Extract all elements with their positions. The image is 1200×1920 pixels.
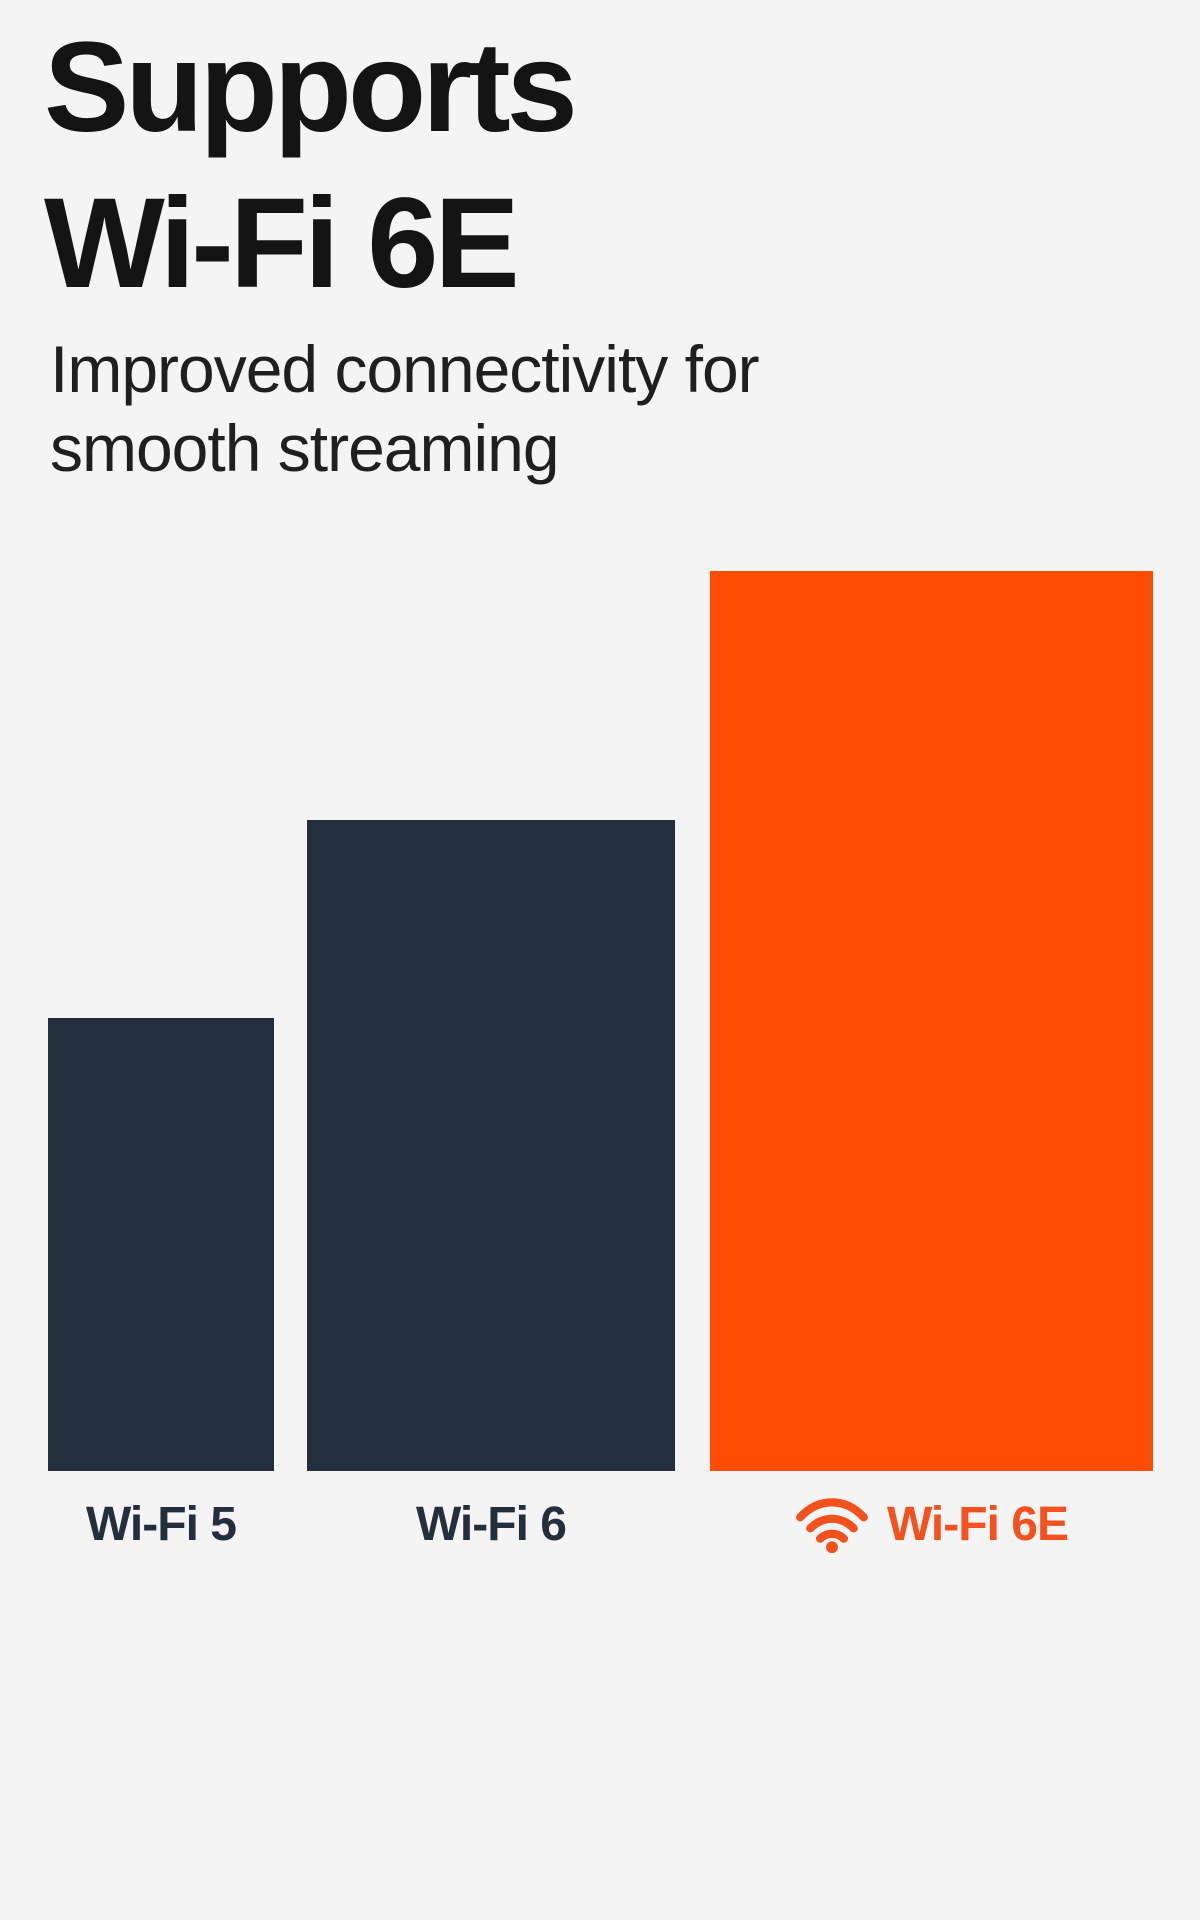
bar-label-wifi-6e: Wi-Fi 6E — [710, 1492, 1153, 1556]
title-line-1: Supports — [44, 16, 578, 159]
title-line-2: Wi-Fi 6E — [44, 172, 520, 315]
bar-label-wifi-6e-text: Wi-Fi 6E — [887, 1497, 1069, 1551]
bar-label-wifi-5-text: Wi-Fi 5 — [86, 1497, 237, 1551]
category-labels-row: Wi-Fi 5 Wi-Fi 6 Wi-Fi 6E — [0, 1492, 1200, 1556]
subtitle-line-1: Improved connectivity for — [50, 332, 760, 406]
bar-label-wifi-6-text: Wi-Fi 6 — [416, 1497, 567, 1551]
wifi-icon — [796, 1498, 868, 1553]
bar-wifi-6 — [307, 820, 675, 1471]
subtitle-line-2: smooth streaming — [50, 411, 560, 485]
bar-label-wifi-5: Wi-Fi 5 — [48, 1492, 274, 1556]
bar-wifi-5 — [48, 1018, 274, 1471]
bar-label-wifi-6: Wi-Fi 6 — [307, 1492, 675, 1556]
wifi-comparison-bar-chart — [0, 571, 1200, 1471]
page-title: Supports Wi-Fi 6E — [44, 10, 578, 322]
page-subtitle: Improved connectivity for smooth streami… — [50, 330, 760, 488]
bar-wifi-6e — [710, 571, 1153, 1471]
